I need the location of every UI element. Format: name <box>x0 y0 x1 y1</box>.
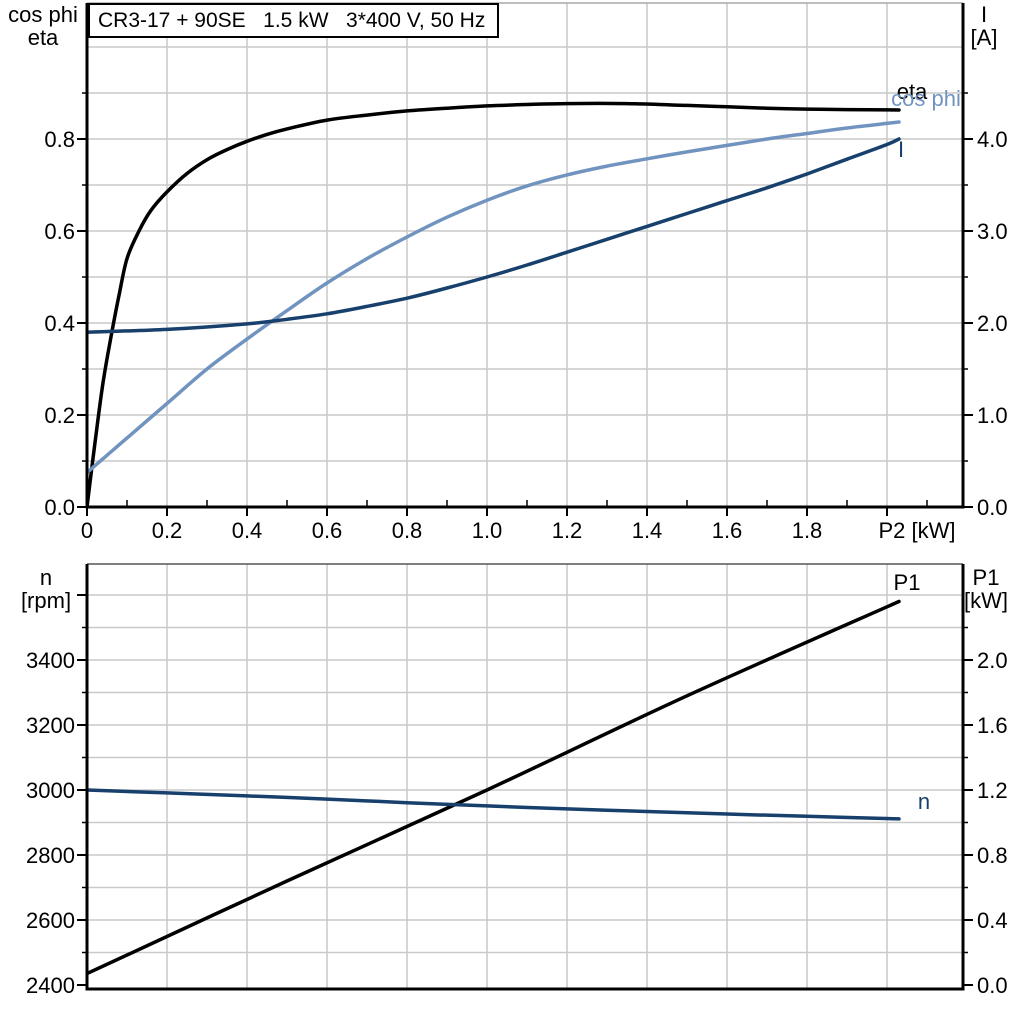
n-curve <box>87 788 901 821</box>
I-curve <box>87 137 901 334</box>
axis-label-speed: n <box>39 565 53 590</box>
curves <box>87 599 901 976</box>
bottom-left-axis-label: n [rpm] <box>2 566 90 612</box>
n-curve-label: n <box>918 789 930 814</box>
P1-curve <box>87 599 901 976</box>
left-tick-label: 0.8 <box>44 127 75 152</box>
left-tick-label: 3000 <box>26 778 75 803</box>
right-tick-label: 0.0 <box>977 973 1008 998</box>
top-right-axis-label: I [A] <box>944 3 1024 49</box>
x-tick-label: 0.4 <box>232 518 263 543</box>
gridlines <box>87 3 963 507</box>
x-axis-unit-label: P2 [kW] <box>878 518 955 543</box>
right-tick-label: 1.2 <box>977 778 1008 803</box>
right-tick-label: 1.0 <box>977 403 1008 428</box>
curves <box>87 101 901 509</box>
I-curve-label: I <box>898 137 904 162</box>
axis-label-current: I <box>980 2 988 27</box>
eta-curve <box>87 101 901 509</box>
axis-label-p1: P1 <box>972 565 1000 590</box>
cos-phi-curve-label: cos phi <box>891 86 961 111</box>
left-tick-label: 3400 <box>26 648 75 673</box>
right-tick-label: 1.6 <box>977 713 1008 738</box>
axis-label-cos-phi: cos phi <box>8 2 78 27</box>
right-tick-label: 0.4 <box>977 908 1008 933</box>
bottom-chart: 2400 2600 2800 3000 3200 3400 0.0 0.4 0.8 1.2 1.6 2… <box>26 563 1008 998</box>
right-tick-label: 3.0 <box>977 219 1008 244</box>
right-tick-label: 2.0 <box>977 648 1008 673</box>
x-tick-label: 1.6 <box>712 518 743 543</box>
x-tick-label: 1.2 <box>552 518 583 543</box>
left-tick-label: 2400 <box>26 973 75 998</box>
axis-label-p1-unit: [kW] <box>964 588 1008 613</box>
x-tick-label: 1.4 <box>632 518 663 543</box>
plot-frame <box>85 2 965 509</box>
x-tick-label: 0.6 <box>312 518 343 543</box>
chart-title: CR3-17 + 90SE 1.5 kW 3*400 V, 50 Hz <box>98 8 486 32</box>
axis-label-speed-unit: [rpm] <box>20 588 72 613</box>
axis-label-eta: eta <box>27 25 59 50</box>
right-tick-label: 2.0 <box>977 311 1008 336</box>
bottom-right-axis-label: P1 [kW] <box>948 566 1024 612</box>
gridlines <box>87 564 963 989</box>
x-tick-label: 1.0 <box>472 518 503 543</box>
cos-phi-curve <box>87 120 901 475</box>
left-tick-label: 0.4 <box>44 311 75 336</box>
x-tick-label: 0 <box>81 518 93 543</box>
axis-label-current-unit: [A] <box>970 25 998 50</box>
ticks: 2400 2600 2800 3000 3200 3400 0.0 0.4 0.8 1.2 1.6 2… <box>26 594 1008 998</box>
right-tick-label: 0.0 <box>977 495 1008 520</box>
left-tick-label: 2600 <box>26 908 75 933</box>
eta-curve-label: eta <box>897 79 928 104</box>
chart-title-box: CR3-17 + 90SE 1.5 kW 3*400 V, 50 Hz <box>88 3 499 38</box>
left-tick-label: 0.2 <box>44 403 75 428</box>
ticks: 0.0 0.2 0.4 0.6 0.8 0.0 1.0 2.0 3.0 4.0 0 0.2 0.4 0.6… <box>44 92 1008 543</box>
left-tick-label: 0.6 <box>44 219 75 244</box>
right-tick-label: 4.0 <box>977 127 1008 152</box>
x-tick-label: 0.8 <box>392 518 423 543</box>
top-chart: 0.0 0.2 0.4 0.6 0.8 0.0 1.0 2.0 3.0 4.0 0 0.2 0.4 0.6… <box>44 2 1008 543</box>
x-tick-label: 1.8 <box>792 518 823 543</box>
left-tick-label: 0.0 <box>44 495 75 520</box>
top-left-axis-label: cos phi eta <box>0 3 86 49</box>
left-tick-label: 3200 <box>26 713 75 738</box>
left-tick-label: 2800 <box>26 843 75 868</box>
right-tick-label: 0.8 <box>977 843 1008 868</box>
x-tick-label: 0.2 <box>152 518 183 543</box>
P1-curve-label: P1 <box>894 570 921 595</box>
